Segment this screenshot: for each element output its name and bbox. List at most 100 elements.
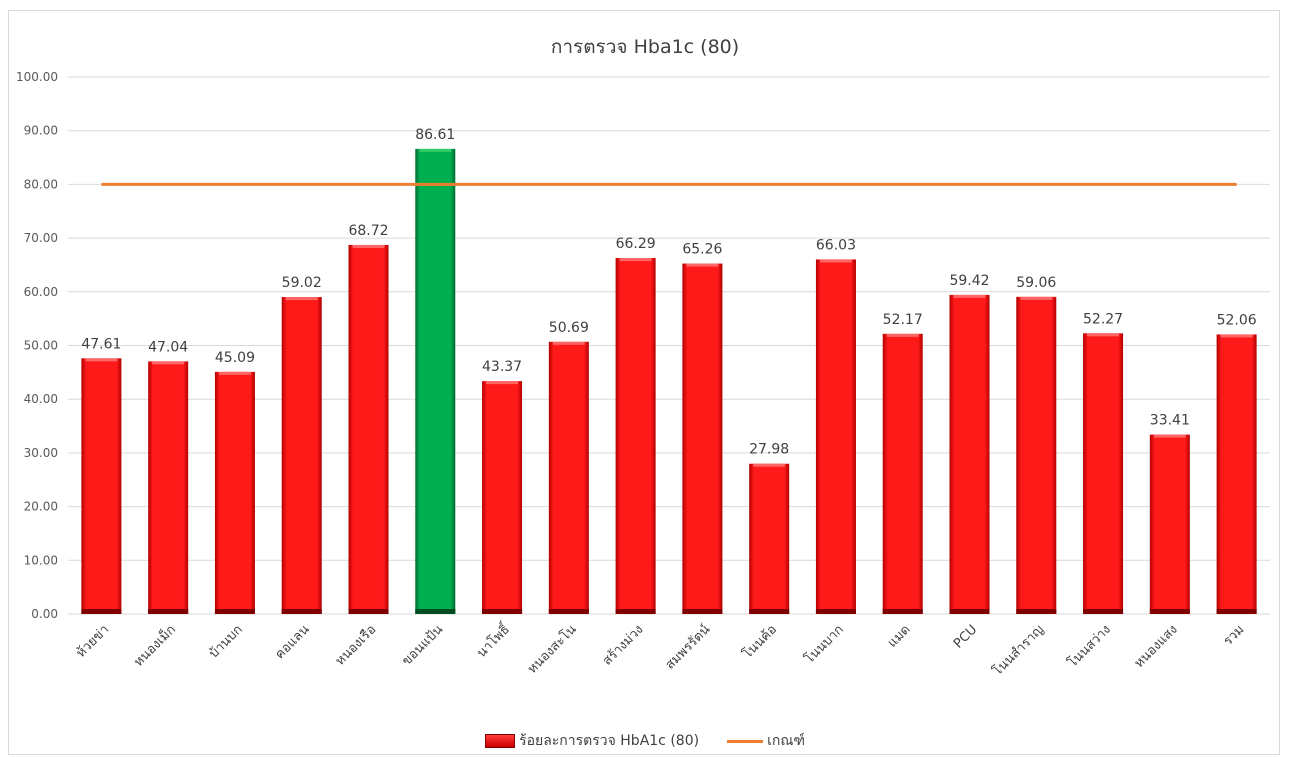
y-tick-label: 60.00 [24, 285, 58, 299]
data-label: 52.17 [883, 312, 923, 328]
bar-base-bevel [1216, 609, 1257, 614]
bar [1083, 333, 1124, 614]
bar [1016, 296, 1057, 614]
x-tick-label: บ้านบก [206, 622, 245, 661]
bar-base-bevel [1016, 609, 1057, 614]
bar-base-bevel [682, 609, 723, 614]
data-label: 66.29 [616, 236, 656, 252]
bar [415, 148, 456, 614]
data-label: 47.61 [81, 336, 121, 352]
bar-base-bevel [415, 609, 456, 614]
bar-top-bevel [953, 294, 986, 298]
data-label: 47.04 [148, 339, 188, 355]
x-tick-label: โนนสว่าง [1065, 622, 1114, 671]
bar-base-bevel [281, 609, 322, 614]
x-tick-label: หนองสะโน [524, 621, 580, 677]
y-tick-label: 20.00 [24, 500, 58, 514]
data-label: 52.06 [1217, 312, 1257, 328]
bar [815, 259, 856, 614]
data-label: 65.26 [682, 242, 722, 258]
legend: ร้อยละการตรวจ HbA1c (80) เกณฑ์ [0, 730, 1290, 752]
x-tick-label: หนองแสง [1132, 622, 1181, 671]
chart-title: การตรวจ Hba1c (80) [550, 36, 740, 58]
bar [214, 371, 255, 614]
y-tick-label: 50.00 [24, 339, 58, 353]
bar [548, 341, 589, 614]
bar-base-bevel [615, 609, 656, 614]
bar-top-bevel [152, 361, 185, 365]
bar-base-bevel [348, 609, 389, 614]
bar-top-bevel [352, 244, 385, 248]
bar [1216, 334, 1257, 614]
data-label: 59.02 [282, 275, 322, 291]
bar-base-bevel [1149, 609, 1190, 614]
data-label: 43.37 [482, 359, 522, 375]
data-label: 59.42 [949, 273, 989, 289]
x-tick-label: หนองเรือ [332, 622, 379, 669]
bar-base-bevel [148, 609, 189, 614]
data-label: 45.09 [215, 350, 255, 366]
bar-base-bevel [749, 609, 790, 614]
legend-bar-swatch [485, 734, 516, 748]
bar-top-bevel [819, 259, 852, 263]
bar-top-bevel [218, 371, 251, 375]
x-tick-label: หนองเม็ก [129, 620, 179, 670]
y-tick-label: 30.00 [24, 446, 58, 460]
bar [949, 294, 990, 614]
bar-base-bevel [1083, 609, 1124, 614]
data-label: 66.03 [816, 237, 856, 253]
bar [882, 333, 923, 614]
bar-top-bevel [285, 297, 318, 301]
bar-base-bevel [949, 609, 990, 614]
bar [1149, 434, 1190, 614]
bar-top-bevel [753, 463, 786, 467]
x-tick-label: โนนสำราญ [990, 622, 1048, 680]
x-tick-label: สมพรรัตน์ [662, 621, 713, 672]
bar [482, 381, 523, 614]
y-tick-label: 100.00 [16, 70, 58, 84]
x-tick-label: ขอนแป้น [399, 622, 446, 669]
data-label: 50.69 [549, 320, 589, 336]
x-tick-label: โนนค้อ [740, 622, 780, 662]
data-label: 33.41 [1150, 413, 1190, 429]
bar-base-bevel [815, 609, 856, 614]
bar-top-bevel [1087, 333, 1120, 337]
y-tick-label: 80.00 [24, 177, 58, 191]
bar [148, 361, 189, 614]
bar-top-bevel [1220, 334, 1253, 338]
bar-top-bevel [886, 333, 919, 337]
data-label: 68.72 [348, 223, 388, 239]
bar [348, 244, 389, 614]
bar [749, 463, 790, 614]
x-tick-label: ห้วยข่า [74, 622, 113, 661]
bar [682, 263, 723, 614]
bar-top-bevel [619, 258, 652, 262]
bar-top-bevel [419, 148, 452, 152]
x-tick-label: โนนบาก [801, 622, 846, 667]
bar-base-bevel [214, 609, 255, 614]
y-tick-label: 10.00 [24, 553, 58, 567]
x-tick-label: PCU [951, 622, 980, 651]
legend-item-threshold: เกณฑ์ [727, 730, 805, 752]
bar-top-bevel [552, 341, 585, 345]
data-label: 86.61 [415, 127, 455, 143]
x-tick-label: แมด [885, 622, 914, 651]
x-tick-label: สร้างม่วง [600, 622, 647, 669]
bar-top-bevel [486, 381, 519, 385]
y-tick-label: 40.00 [24, 392, 58, 406]
x-tick-label: คอแลน [272, 622, 312, 662]
data-label: 52.27 [1083, 311, 1123, 327]
y-tick-label: 70.00 [24, 231, 58, 245]
bar-base-bevel [882, 609, 923, 614]
bar-top-bevel [85, 358, 118, 362]
bar [615, 258, 656, 614]
bar-top-bevel [686, 263, 719, 267]
x-tick-label: นาโพธิ์ [472, 619, 514, 661]
legend-bar-label: ร้อยละการตรวจ HbA1c (80) [519, 733, 700, 749]
bar-base-bevel [81, 609, 122, 614]
data-label: 27.98 [749, 442, 789, 458]
legend-item-bars: ร้อยละการตรวจ HbA1c (80) [485, 730, 699, 752]
bar-top-bevel [1153, 434, 1186, 438]
data-label: 59.06 [1016, 275, 1056, 291]
